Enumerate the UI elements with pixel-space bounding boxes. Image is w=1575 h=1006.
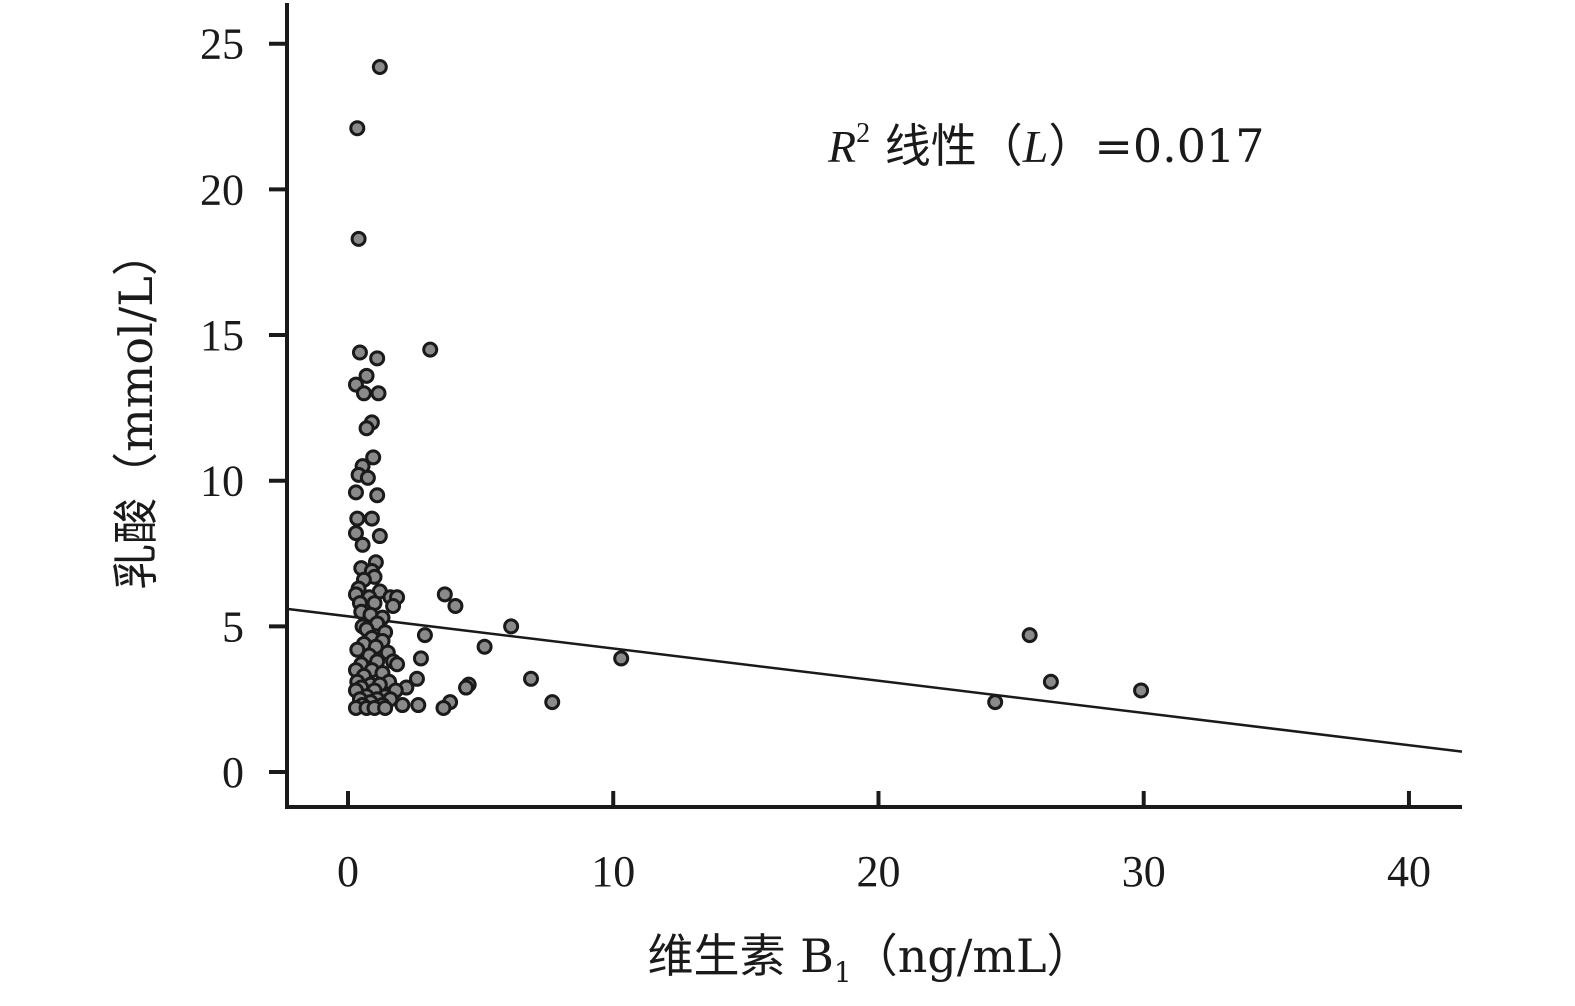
- data-point: [371, 59, 388, 76]
- x-tick-label: 40: [1387, 847, 1431, 896]
- fit-line-group: [286, 607, 1463, 753]
- data-point: [476, 638, 493, 655]
- data-point: [347, 484, 364, 501]
- data-point: [371, 528, 388, 545]
- x-axis-title: 维生素 B1（ng/mL）: [647, 929, 1092, 989]
- data-point: [416, 627, 433, 644]
- fit-line: [286, 607, 1463, 753]
- data-point: [389, 656, 406, 673]
- data-point: [1042, 673, 1059, 690]
- x-tick-label: 0: [337, 847, 359, 896]
- y-tick-label: 20: [200, 165, 244, 214]
- y-tick-label: 25: [200, 20, 244, 69]
- x-axis-title-prefix: 维生素 B: [647, 929, 833, 983]
- data-point: [408, 670, 425, 687]
- data-point: [436, 586, 453, 603]
- data-point: [1021, 627, 1038, 644]
- x-tick-label: 20: [856, 847, 900, 896]
- annot-l: L: [1022, 121, 1049, 172]
- data-point: [410, 697, 427, 714]
- data-point: [435, 699, 452, 716]
- x-tick-label: 10: [591, 847, 635, 896]
- data-point: [987, 694, 1004, 711]
- annot-sup: 2: [856, 118, 870, 149]
- data-point: [365, 449, 382, 466]
- data-point: [544, 694, 561, 711]
- data-points: [347, 59, 1150, 716]
- data-point: [369, 487, 386, 504]
- labels: R2 线性（L）=0.017 维生素 B1（ng/mL） 乳酸（mmol/L）: [109, 118, 1265, 989]
- data-point: [447, 597, 464, 614]
- data-point: [458, 679, 475, 696]
- data-point: [349, 120, 366, 137]
- x-axis-title-suffix: （ng/mL）: [852, 929, 1093, 983]
- annot-value: ）=0.017: [1048, 119, 1264, 173]
- data-point: [613, 650, 630, 667]
- data-point: [351, 344, 368, 361]
- x-axis-title-sub: 1: [834, 956, 852, 989]
- data-point: [523, 670, 540, 687]
- data-point: [370, 385, 387, 402]
- y-tick-label: 15: [200, 311, 244, 360]
- data-point: [347, 525, 364, 542]
- y-axis-title: 乳酸（mmol/L）: [109, 230, 163, 590]
- data-point: [369, 350, 386, 367]
- data-point: [503, 618, 520, 635]
- y-tick-label: 10: [200, 457, 244, 506]
- data-point: [354, 536, 371, 553]
- axes: 0 5 10 15 20 25 0 10 20 30 40: [200, 3, 1462, 896]
- r-squared-annotation: R2 线性（L）=0.017: [827, 118, 1265, 173]
- data-point: [377, 699, 394, 716]
- data-point: [349, 510, 366, 527]
- data-point: [394, 697, 411, 714]
- x-tick-label: 30: [1122, 847, 1166, 896]
- data-point: [363, 510, 380, 527]
- data-point: [358, 367, 375, 384]
- data-point: [359, 469, 376, 486]
- data-point: [422, 341, 439, 358]
- data-point: [385, 597, 402, 614]
- annot-text: 线性（: [870, 119, 1023, 173]
- data-point: [412, 650, 429, 667]
- y-tick-label: 5: [222, 602, 244, 651]
- data-point: [1133, 682, 1150, 699]
- annot-r: R: [827, 121, 856, 172]
- y-tick-label: 0: [222, 748, 244, 797]
- data-point: [355, 385, 372, 402]
- data-point: [358, 420, 375, 437]
- data-point: [350, 230, 367, 247]
